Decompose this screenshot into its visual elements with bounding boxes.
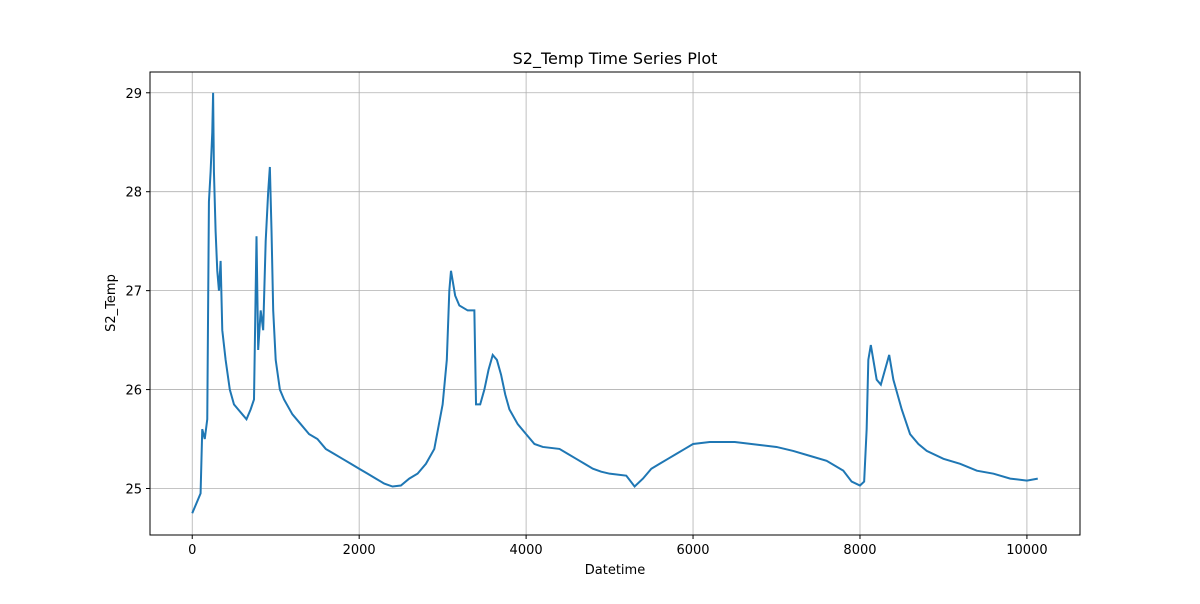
y-tick-label: 28 bbox=[125, 186, 142, 201]
x-tick-label: 10000 bbox=[1006, 543, 1047, 558]
x-tick-label: 2000 bbox=[343, 543, 376, 558]
x-tick-label: 8000 bbox=[843, 543, 876, 558]
x-tick-label: 4000 bbox=[510, 543, 543, 558]
plot-frame bbox=[149, 71, 1081, 536]
chart-title: S2_Temp Time Series Plot bbox=[513, 49, 718, 69]
y-tick-label: 27 bbox=[125, 285, 142, 300]
x-axis-label: Datetime bbox=[585, 563, 645, 578]
data-line bbox=[191, 92, 1038, 514]
x-tick-label: 6000 bbox=[676, 543, 709, 558]
y-axis-label: S2_Temp bbox=[104, 274, 119, 332]
y-tick-label: 29 bbox=[125, 87, 142, 102]
y-tick-label: 25 bbox=[125, 483, 142, 498]
y-tick-label: 26 bbox=[125, 384, 142, 399]
x-tick-label: 0 bbox=[188, 543, 196, 558]
